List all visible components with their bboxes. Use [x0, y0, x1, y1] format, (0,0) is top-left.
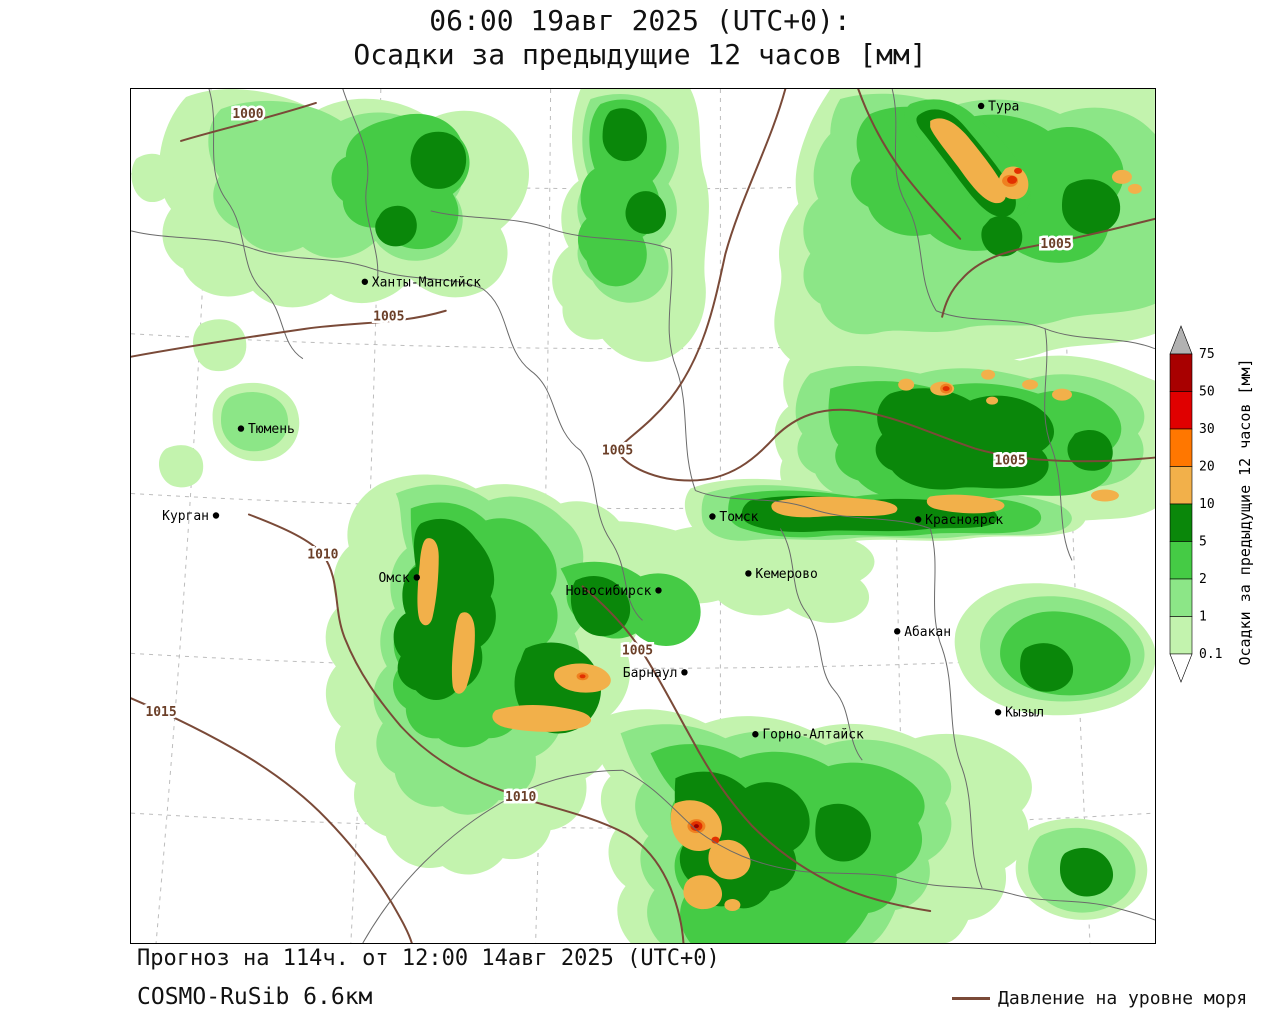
pressure-legend-label: Давление на уровне моря [998, 988, 1247, 1009]
city-label: Тюмень [248, 422, 295, 437]
legend-title: Осадки за предыдущие 12 часов [мм] [1236, 358, 1254, 665]
pressure-legend: Давление на уровне моря [952, 988, 1247, 1009]
city-marker [414, 574, 420, 580]
legend-tick: 75 [1199, 347, 1215, 362]
city-label: Кемерово [755, 567, 817, 582]
legend-tick: 5 [1199, 535, 1207, 550]
title-datetime: 06:00 19авг 2025 (UTC+0): [0, 4, 1280, 38]
legend-tick: 50 [1199, 385, 1215, 400]
precipitation-map: 1000 1005 1005 1005 1005 1010 1005 1015 1010 Тур… [131, 89, 1155, 943]
legend-band [1170, 429, 1192, 467]
city-marker [995, 709, 1001, 715]
city-label: Курган [162, 509, 209, 524]
city-marker [238, 425, 244, 431]
isobar-label: 1005 [622, 643, 653, 658]
isobar-label: 1005 [994, 454, 1025, 469]
city-label: Абакан [904, 625, 951, 640]
city-label: Кызыл [1005, 706, 1044, 721]
city-marker [709, 513, 715, 519]
legend-underflow-band [1170, 654, 1192, 682]
city-label: Барнаул [623, 666, 678, 681]
legend-band [1170, 579, 1192, 617]
legend-band [1170, 617, 1192, 655]
isobar-label: 1005 [602, 444, 633, 459]
city-label: Новосибирск [566, 584, 652, 599]
map-frame: 1000 1005 1005 1005 1005 1010 1005 1015 1010 Тур… [130, 88, 1156, 944]
legend-band [1170, 467, 1192, 505]
isobar-label: 1000 [232, 107, 263, 122]
isobar-label: 1005 [1040, 237, 1071, 252]
legend-band [1170, 504, 1192, 542]
city-marker [745, 570, 751, 576]
legend-tick: 1 [1199, 610, 1207, 625]
legend-tick: 2 [1199, 572, 1207, 587]
precipitation-legend: 75 50 30 20 10 5 2 1 0.1 Осадки за предыдущие 12 … [1168, 322, 1268, 702]
legend-tick: 10 [1199, 497, 1215, 512]
map-title: 06:00 19авг 2025 (UTC+0): Осадки за пред… [0, 4, 1280, 72]
legend-band [1170, 542, 1192, 580]
legend-tick: 0.1 [1199, 647, 1222, 662]
legend-overflow-band [1170, 326, 1192, 354]
city-marker [978, 103, 984, 109]
city-marker [915, 516, 921, 522]
city-marker [655, 587, 661, 593]
isobar-label: 1010 [505, 790, 536, 805]
city-marker [213, 512, 219, 518]
title-variable: Осадки за предыдущие 12 часов [мм] [0, 38, 1280, 72]
isobar-label: 1010 [307, 547, 338, 562]
city-marker [894, 628, 900, 634]
city-marker [362, 279, 368, 285]
city-label: Омск [379, 571, 410, 586]
legend-tick: 30 [1199, 422, 1215, 437]
city-label: Тура [988, 99, 1019, 114]
isobar-label: 1015 [145, 705, 176, 720]
city-label: Красноярск [925, 513, 1003, 528]
city-label: Ханты-Мансийск [372, 275, 482, 290]
isobar-label: 1005 [373, 310, 404, 325]
city-label: Томск [719, 510, 758, 525]
legend-tick: 20 [1199, 460, 1215, 475]
model-info: COSMO-RuSib 6.6км [137, 984, 372, 1010]
legend-band [1170, 354, 1192, 392]
legend-band [1170, 392, 1192, 430]
city-label: Горно-Алтайск [762, 728, 864, 743]
city-marker [681, 669, 687, 675]
weather-forecast-page: 06:00 19авг 2025 (UTC+0): Осадки за пред… [0, 0, 1280, 1024]
pressure-line-sample [952, 997, 990, 1000]
city-marker [752, 731, 758, 737]
forecast-info: Прогноз на 114ч. от 12:00 14авг 2025 (UT… [137, 946, 720, 971]
